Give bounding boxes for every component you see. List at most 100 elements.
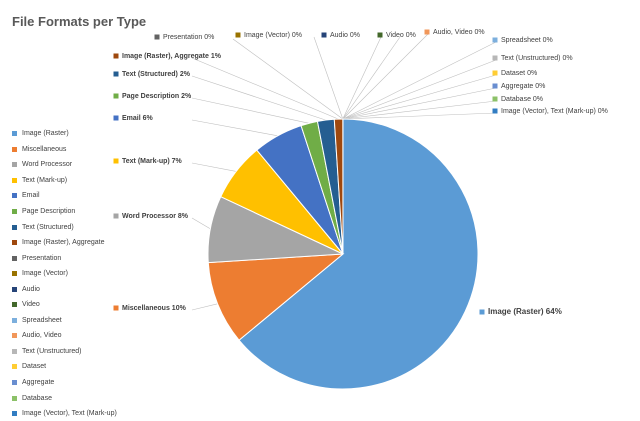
data-label-database: Database 0% [501, 96, 543, 103]
legend-swatch [12, 380, 17, 385]
legend-item-word-processor: Word Processor [12, 157, 132, 173]
legend-label: Aggregate [22, 379, 54, 386]
label-swatch-audio [322, 33, 327, 38]
data-label-audio-video: Audio, Video 0% [433, 29, 485, 36]
leader-line-text-structured [192, 76, 326, 120]
legend-item-email: Email [12, 188, 132, 204]
leader-line-miscellaneous [192, 304, 218, 310]
legend-label: Image (Vector), Text (Mark-up) [22, 410, 117, 417]
data-label-video: Video 0% [386, 32, 416, 39]
legend-label: Audio [22, 286, 40, 293]
leader-line-image-vector [314, 37, 343, 119]
legend-label: Presentation [22, 255, 61, 262]
legend-swatch [12, 240, 17, 245]
legend-item-image-raster-aggregate: Image (Raster), Aggregate [12, 235, 132, 251]
label-swatch-audio-video [425, 30, 430, 35]
legend-swatch [12, 396, 17, 401]
legend: Image (Raster) Miscellaneous Word Processo… [12, 126, 132, 421]
legend-item-spreadsheet: Spreadsheet [12, 313, 132, 329]
data-label-image-raster: Image (Raster) 64% [488, 307, 562, 316]
label-swatch-text-unstructured [493, 56, 498, 61]
legend-swatch [12, 271, 17, 276]
legend-item-audio: Audio [12, 281, 132, 297]
leader-line-page-description [192, 98, 309, 123]
legend-swatch [12, 162, 17, 167]
legend-item-video: Video [12, 297, 132, 313]
leader-line-audio-video [343, 34, 428, 119]
legend-swatch [12, 411, 17, 416]
legend-item-text-mark-up: Text (Mark-up) [12, 173, 132, 189]
legend-swatch [12, 256, 17, 261]
leader-line-dataset [343, 75, 496, 119]
legend-label: Video [22, 301, 40, 308]
leader-line-spreadsheet [343, 42, 496, 119]
legend-label: Email [22, 192, 40, 199]
legend-item-miscellaneous: Miscellaneous [12, 142, 132, 158]
legend-label: Image (Raster), Aggregate [22, 239, 105, 246]
legend-swatch [12, 178, 17, 183]
data-label-word-processor: Word Processor 8% [122, 213, 189, 220]
leader-line-image-raster-aggregate [192, 58, 339, 119]
data-label-aggregate: Aggregate 0% [501, 83, 545, 90]
leader-line-text-mark-up [192, 163, 236, 171]
legend-item-database: Database [12, 390, 132, 406]
data-label-email: Email 6% [122, 115, 154, 122]
legend-item-image-vector-text-mark-up: Image (Vector), Text (Mark-up) [12, 406, 132, 421]
legend-swatch [12, 209, 17, 214]
legend-label: Miscellaneous [22, 146, 66, 153]
legend-label: Word Processor [22, 161, 72, 168]
legend-item-image-vector: Image (Vector) [12, 266, 132, 282]
legend-item-text-unstructured: Text (Unstructured) [12, 344, 132, 360]
label-swatch-image-vector-text-mark-up [493, 109, 498, 114]
legend-swatch [12, 333, 17, 338]
data-label-text-unstructured: Text (Unstructured) 0% [501, 55, 573, 62]
legend-swatch [12, 147, 17, 152]
label-swatch-text-structured [114, 72, 119, 77]
legend-label: Image (Raster) [22, 130, 69, 137]
data-label-text-structured: Text (Structured) 2% [122, 71, 191, 78]
data-label-image-vector-text-mark-up: Image (Vector), Text (Mark-up) 0% [501, 108, 608, 115]
data-label-image-vector: Image (Vector) 0% [244, 32, 302, 39]
label-swatch-presentation [155, 35, 160, 40]
legend-item-dataset: Dataset [12, 359, 132, 375]
legend-item-aggregate: Aggregate [12, 375, 132, 391]
legend-swatch [12, 287, 17, 292]
legend-label: Audio, Video [22, 332, 62, 339]
label-swatch-email [114, 116, 119, 121]
legend-swatch [12, 225, 17, 230]
legend-label: Text (Unstructured) [22, 348, 82, 355]
legend-item-image-raster: Image (Raster) [12, 126, 132, 142]
data-label-audio: Audio 0% [330, 32, 360, 39]
legend-swatch [12, 302, 17, 307]
legend-item-presentation: Presentation [12, 250, 132, 266]
data-label-dataset: Dataset 0% [501, 70, 537, 77]
label-swatch-database [493, 97, 498, 102]
label-swatch-image-vector [236, 33, 241, 38]
leader-line-presentation [233, 39, 343, 119]
label-swatch-aggregate [493, 84, 498, 89]
legend-label: Database [22, 395, 52, 402]
legend-label: Text (Structured) [22, 224, 74, 231]
legend-item-audio-video: Audio, Video [12, 328, 132, 344]
legend-swatch [12, 318, 17, 323]
label-swatch-image-raster-aggregate [114, 54, 119, 59]
pie-slices [208, 119, 478, 389]
label-swatch-spreadsheet [493, 38, 498, 43]
data-label-image-raster-aggregate: Image (Raster), Aggregate 1% [122, 53, 222, 60]
legend-label: Text (Mark-up) [22, 177, 67, 184]
legend-item-text-structured: Text (Structured) [12, 219, 132, 235]
leader-line-email [192, 120, 278, 136]
leader-line-word-processor [192, 218, 210, 229]
legend-swatch [12, 193, 17, 198]
legend-label: Dataset [22, 363, 46, 370]
legend-item-page-description: Page Description [12, 204, 132, 220]
leader-line-audio [343, 37, 400, 119]
label-swatch-image-raster [480, 310, 485, 315]
legend-swatch [12, 131, 17, 136]
data-label-spreadsheet: Spreadsheet 0% [501, 37, 553, 44]
label-swatch-page-description [114, 94, 119, 99]
data-label-presentation: Presentation 0% [163, 34, 214, 41]
legend-label: Page Description [22, 208, 75, 215]
legend-label: Image (Vector) [22, 270, 68, 277]
legend-swatch [12, 349, 17, 354]
